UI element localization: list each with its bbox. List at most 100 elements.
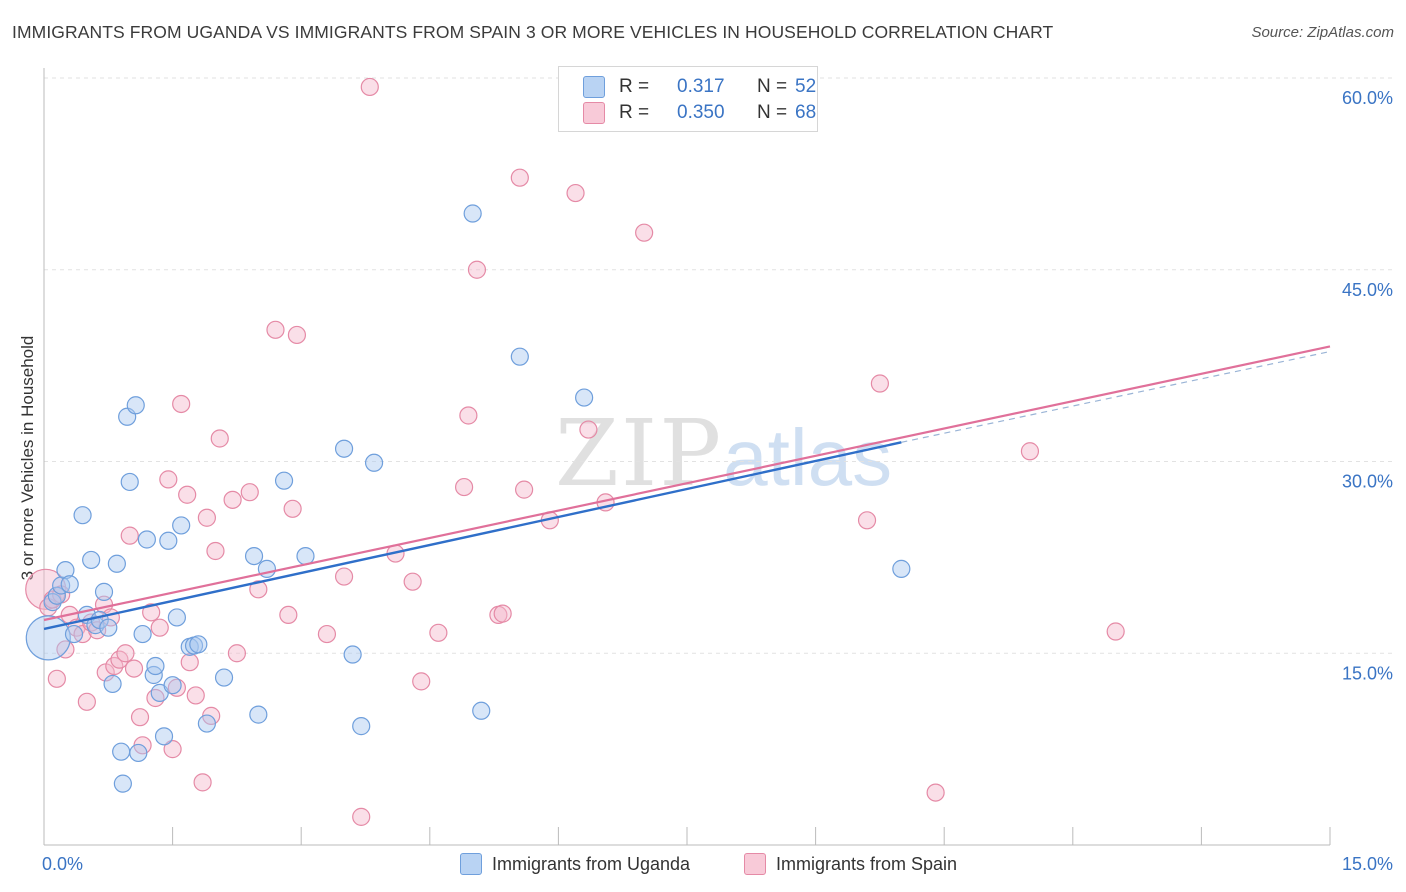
legend-uganda-label: Immigrants from Uganda: [492, 853, 691, 874]
uganda-point: [129, 743, 148, 763]
uganda-point: [144, 665, 163, 685]
spain-point: [223, 490, 242, 509]
source-label: Source: ZipAtlas.com: [1251, 24, 1394, 41]
spain-point: [579, 420, 598, 439]
spain-point: [249, 580, 268, 599]
uganda-point: [163, 676, 182, 695]
x-tick-label: 0.0%: [42, 854, 83, 874]
uganda-point: [64, 624, 84, 644]
uganda-point: [146, 656, 165, 676]
spain-point: [206, 541, 225, 561]
uganda-point: [60, 575, 79, 594]
uganda-point: [364, 453, 384, 472]
legend-spain-swatch: [744, 853, 766, 875]
uganda-point: [172, 516, 191, 535]
uganda-point: [107, 554, 126, 573]
trend-lines: [43, 345, 1331, 631]
uganda-point: [244, 546, 264, 566]
spain-point: [467, 260, 487, 279]
uganda-point: [126, 396, 145, 415]
spain-point: [429, 623, 448, 642]
spain-n-value: 68: [795, 102, 817, 123]
uganda-point: [113, 774, 132, 793]
uganda-point: [112, 742, 131, 761]
spain-point: [77, 692, 96, 711]
uganda-point: [56, 561, 75, 580]
uganda-point: [214, 668, 234, 687]
spain-point: [287, 325, 307, 345]
spain-point: [515, 480, 534, 499]
uganda-point: [167, 608, 186, 627]
spain-point: [493, 604, 512, 623]
uganda-point: [352, 717, 371, 736]
uganda-point: [137, 530, 156, 549]
spain-point: [163, 740, 182, 759]
spain-swatch: [583, 102, 605, 124]
y-tick-label: 45.0%: [1342, 280, 1393, 300]
spain-point: [317, 624, 337, 644]
uganda-point: [249, 705, 268, 724]
uganda-point: [334, 439, 354, 458]
uganda-point: [472, 701, 491, 720]
uganda-point: [197, 714, 216, 733]
spain-point: [159, 470, 178, 489]
spain-point: [510, 168, 529, 187]
chart-title: IMMIGRANTS FROM UGANDA VS IMMIGRANTS FRO…: [12, 22, 1054, 42]
uganda-point: [575, 388, 594, 407]
y-tick-label: 15.0%: [1342, 663, 1393, 683]
legend-spain-label: Immigrants from Spain: [776, 853, 958, 874]
spain-point: [130, 708, 150, 727]
tick-labels: 15.0% 30.0% 45.0% 60.0% 0.0% 15.0%: [42, 88, 1393, 874]
legend-item-spain: Immigrants from Spain: [744, 852, 957, 876]
spain-point: [266, 320, 285, 339]
uganda-n-value: 52: [795, 76, 817, 97]
grid-lines: [44, 77, 1394, 654]
uganda-point: [343, 645, 362, 664]
uganda-point: [892, 559, 911, 578]
legend-item-uganda: Immigrants from Uganda: [460, 852, 690, 876]
uganda-r-value: 0.317: [677, 76, 725, 97]
uganda-trend-extension: [901, 350, 1331, 443]
spain-point: [124, 659, 144, 678]
spain-point: [47, 669, 66, 688]
legend-uganda-swatch: [460, 853, 482, 875]
uganda-point: [103, 674, 122, 694]
spain-point: [1020, 442, 1040, 461]
uganda-point: [189, 635, 208, 654]
uganda-point: [25, 615, 71, 661]
spain-r-label: R =: [619, 102, 650, 123]
uganda-point: [94, 582, 114, 601]
uganda-points: [25, 204, 911, 793]
spain-point: [210, 429, 229, 448]
spain-point: [142, 603, 161, 622]
y-tick-label: 30.0%: [1342, 472, 1393, 492]
uganda-point: [463, 204, 482, 223]
spain-point: [178, 485, 197, 504]
spain-r-value: 0.350: [677, 102, 725, 123]
correlation-legend: R = 0.317 N = 52 R = 0.350 N = 68: [558, 66, 818, 132]
spain-point: [352, 807, 371, 826]
uganda-point: [47, 586, 66, 605]
x-tick-label: 15.0%: [1342, 854, 1393, 874]
uganda-point: [73, 506, 92, 525]
uganda-point: [159, 531, 178, 550]
uganda-trend-line: [43, 441, 902, 631]
spain-point: [459, 406, 478, 425]
spain-point: [403, 572, 422, 591]
spain-point: [926, 783, 945, 802]
uganda-point: [154, 727, 174, 746]
y-tick-label: 60.0%: [1342, 88, 1393, 108]
spain-points: [25, 77, 1125, 826]
spain-point: [334, 567, 354, 586]
uganda-point: [510, 347, 529, 366]
spain-point: [186, 686, 205, 705]
uganda-point: [133, 624, 152, 644]
spain-point: [279, 605, 298, 625]
spain-point: [1106, 622, 1125, 641]
uganda-point: [120, 472, 139, 492]
spain-point: [120, 526, 139, 545]
spain-point: [172, 394, 191, 414]
uganda-point: [274, 471, 294, 490]
uganda-r-label: R =: [619, 76, 650, 97]
